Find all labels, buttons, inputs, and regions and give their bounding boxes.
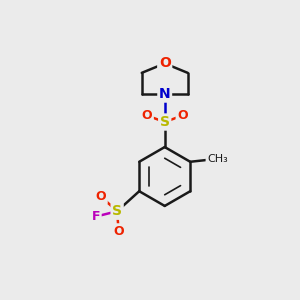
Text: O: O [159,56,171,70]
Text: CH₃: CH₃ [207,154,228,164]
Text: F: F [92,210,100,223]
Text: S: S [160,115,170,129]
Text: N: N [159,87,170,101]
Text: O: O [96,190,106,203]
Text: O: O [177,109,188,122]
Text: O: O [142,109,152,122]
Text: O: O [113,225,124,238]
Text: S: S [112,204,122,218]
